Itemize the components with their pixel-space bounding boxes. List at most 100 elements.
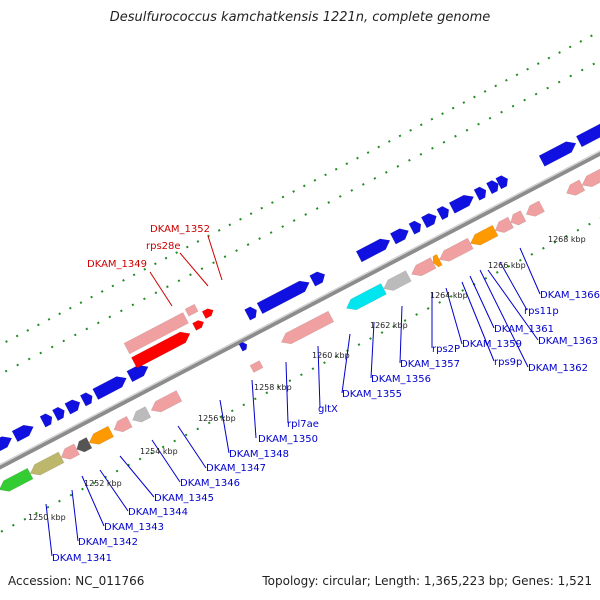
leader-blue-10: [341, 333, 351, 394]
accession-text: Accession: NC_011766: [8, 574, 145, 588]
cds-forward-20: [538, 141, 577, 167]
gene-label-dkam-1362: DKAM_1362: [528, 363, 588, 374]
cds-forward-8: [244, 306, 257, 321]
gene-label-dkam-1363: DKAM_1363: [538, 336, 598, 347]
cds-reverse-0: [60, 443, 80, 460]
cds-reverse-14: [510, 210, 527, 226]
cds-small-blue: [238, 341, 248, 352]
leader-blue-13: [251, 379, 257, 439]
leader-blue-4: [479, 269, 529, 368]
leader-blue-3: [469, 275, 495, 329]
gene-label-dkam-1352: DKAM_1352: [150, 224, 210, 235]
cds-reverse-9: [411, 257, 437, 277]
leader-blue-17: [119, 455, 155, 498]
gene-label-rps11p: rps11p: [524, 306, 559, 317]
cds-forward-10: [309, 271, 326, 287]
cds-reverse-17: [581, 153, 600, 188]
leader-blue-1: [499, 261, 528, 311]
cds-green: [0, 467, 34, 492]
leader-blue-0: [519, 247, 541, 295]
cds-small-pink-2: [249, 360, 264, 373]
gene-label-dkam-1346: DKAM_1346: [180, 478, 240, 489]
leader-blue-8: [399, 305, 403, 364]
genome-backbone: [0, 150, 600, 470]
gene-label-dkam-1359: DKAM_1359: [462, 339, 522, 350]
tick-label-1252: 1252 kbp: [84, 479, 122, 488]
cds-reverse-2: [88, 425, 114, 445]
red-gene-labels: DKAM_1352 rps28e DKAM_1349: [87, 224, 210, 270]
cds-reverse-5: [150, 390, 183, 413]
leader-blue-18: [99, 469, 129, 512]
cds-reverse-10: [432, 254, 443, 268]
cds-forward-14: [420, 213, 437, 229]
tick-label-1266: 1266 kbp: [488, 261, 526, 270]
gene-label-rps9p: rps9p: [494, 357, 522, 368]
gene-features: [0, 121, 600, 492]
cds-highlight-red: [131, 331, 191, 369]
gene-label-rps28e: rps28e: [146, 241, 181, 252]
cds-reverse-11: [439, 237, 474, 262]
cds-forward-3: [52, 406, 65, 422]
leader-blue-6: [445, 287, 463, 345]
leader-blue-12: [285, 361, 289, 424]
gene-label-dkam-1349: DKAM_1349: [87, 259, 147, 270]
cds-forward-6: [92, 376, 127, 400]
kbp-tick-labels: 1250 kbp 1252 kbp 1254 kbp 1256 kbp 1258…: [28, 235, 586, 522]
leader-blue-5: [461, 281, 495, 362]
gene-label-dkam-1350: DKAM_1350: [258, 434, 318, 445]
blue-gene-labels: DKAM_1366 rps11p DKAM_1363 DKAM_1361 DKA…: [52, 290, 600, 564]
gene-label-dkam-1357: DKAM_1357: [400, 359, 460, 370]
leader-blue-15: [177, 425, 207, 469]
gene-label-rpl7ae: rpl7ae: [287, 419, 319, 430]
gene-label-dkam-1344: DKAM_1344: [128, 507, 188, 518]
gene-label-dkam-1342: DKAM_1342: [78, 537, 138, 548]
outer-dotted-track: [0, 30, 600, 347]
tick-label-1256: 1256 kbp: [198, 414, 236, 423]
cds-forward-21: [575, 121, 600, 148]
cds-reverse-13: [494, 216, 514, 233]
gene-label-dkam-1361: DKAM_1361: [494, 324, 554, 335]
cds-olive: [29, 451, 65, 476]
tick-label-1260: 1260 kbp: [312, 351, 350, 360]
gene-label-dkam-1366: DKAM_1366: [540, 290, 600, 301]
leader-blue-16: [151, 439, 181, 483]
genome-stats-text: Topology: circular; Length: 1,365,223 bp…: [262, 574, 592, 588]
outer-dotted-track-2: [0, 59, 600, 376]
label-leader-lines: [45, 235, 541, 557]
leader-blue-14: [219, 399, 230, 454]
cds-forward-19: [495, 175, 509, 190]
cds-forward-1: [11, 424, 34, 443]
cds-reverse-7: [346, 283, 387, 311]
gene-label-dkam-1348: DKAM_1348: [229, 449, 289, 460]
tick-label-1268: 1268 kbp: [548, 235, 586, 244]
gene-label-dkam-1343: DKAM_1343: [104, 522, 164, 533]
leader-blue-9: [370, 321, 375, 379]
gene-label-dkam-1347: DKAM_1347: [206, 463, 266, 474]
gene-label-rps2p: rps2P: [432, 344, 460, 355]
cds-reverse-12: [470, 224, 499, 246]
cds-forward-13: [408, 220, 422, 235]
leader-rps28e: [179, 252, 209, 287]
tick-label-1250: 1250 kbp: [28, 513, 66, 522]
leader-blue-2: [487, 269, 539, 341]
cds-forward-16: [448, 194, 475, 214]
cds-forward-0: [0, 436, 13, 456]
leader-blue-19: [81, 475, 105, 527]
cds-highlight-tiny: [201, 308, 214, 319]
cds-reverse-3: [113, 416, 133, 433]
cds-reverse-4: [132, 406, 152, 423]
cds-reverse-8: [383, 270, 412, 291]
cds-forward-15: [436, 205, 450, 221]
leader-blue-20: [71, 489, 79, 542]
leader-dkam-1349: [149, 271, 173, 307]
cds-reverse-16: [566, 179, 586, 196]
genome-backbone-highlight: [0, 150, 600, 466]
leader-dkam-1352: [207, 235, 223, 281]
cds-forward-11: [355, 238, 391, 263]
cds-forward-17: [473, 186, 487, 201]
cds-reverse-6: [280, 310, 335, 345]
gene-label-gltx: gltX: [318, 404, 338, 415]
tick-label-1262: 1262 kbp: [370, 321, 408, 330]
